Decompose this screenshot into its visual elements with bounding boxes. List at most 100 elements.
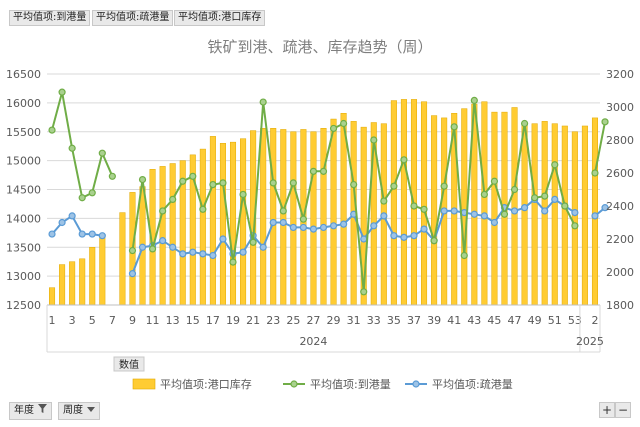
arrival-point [108,172,116,180]
departure-point [199,250,207,258]
row-field-week[interactable]: 周度 [58,402,100,420]
arrival-point [98,149,106,157]
arrival-point [520,119,529,128]
departure-point [239,248,247,256]
inventory-bar [290,131,297,306]
arrival-point [78,194,86,202]
arrival-point [490,177,499,185]
departure-point [591,212,599,220]
departure-point [88,230,96,238]
departure-point [470,210,478,218]
departure-point [360,235,368,243]
row-field-year[interactable]: 年度 [9,402,52,420]
right-tick-label: 2600 [606,167,634,180]
departure-point [78,230,86,238]
inventory-bar [491,111,498,306]
pivot-field-arrival[interactable]: 平均值项:到港量 [9,10,91,26]
inventory-bar [69,261,76,306]
legend-inventory-label: 平均值项:港口库存 [160,377,252,391]
departure-point [68,212,76,220]
inventory-bar [521,124,528,306]
inventory-bar [461,108,468,306]
inventory-bar [199,148,206,306]
arrival-point [531,194,539,202]
departure-point [299,223,307,232]
arrival-point [541,192,549,200]
departure-point [309,225,318,233]
departure-point [48,230,56,238]
x-tick-label: 37 [407,314,421,327]
departure-point [400,233,408,241]
values-field-button[interactable]: 数值 [113,356,145,372]
arrival-point [340,119,348,128]
legend-departure-marker [412,380,420,388]
arrival-point [58,88,66,96]
expand-button[interactable]: + [599,402,615,418]
departure-point [169,243,177,251]
departure-point [189,248,197,256]
dropdown-arrow-icon[interactable] [87,403,95,419]
filter-icon[interactable] [38,403,47,419]
pivot-field-departure[interactable]: 平均值项:疏港量 [92,10,174,26]
chart-title: 铁矿到港、疏港、库存趋势（周） [207,38,432,56]
arrival-point [410,202,418,210]
inventory-bar [400,99,407,306]
arrival-point [591,169,599,177]
departure-point [390,232,398,240]
x-tick-label: 33 [367,314,381,327]
left-tick-label: 16000 [6,97,41,110]
arrival-point [571,222,579,230]
arrival-point [480,190,488,199]
inventory-bar [240,138,247,306]
x-tick-label: 9 [129,314,136,327]
departure-point [259,243,267,251]
arrival-point [209,180,217,189]
x-tick-label: 39 [427,314,441,327]
departure-point [571,209,579,217]
line-series [48,88,609,296]
arrival-point [219,179,227,187]
x-tick-label: 19 [226,314,240,327]
arrival-point [148,245,157,253]
x-tick-label: 1 [49,314,56,327]
departure-point [138,243,147,251]
departure-point [520,204,529,212]
right-tick-label: 3200 [606,68,634,81]
inventory-bar [89,247,96,306]
row-field-week-label: 周度 [63,405,83,416]
departure-point [269,218,277,227]
right-tick-label: 2400 [606,200,634,213]
arrival-point [319,167,328,175]
departure-point [541,207,549,215]
departure-point [490,218,499,227]
arrival-point [601,118,609,126]
pivot-field-inventory[interactable]: 平均值项:港口库存 [174,10,266,26]
arrival-point [380,197,388,205]
departure-point [440,207,448,215]
arrival-point [420,205,428,213]
inventory-bar [209,136,216,306]
arrival-point [68,144,76,152]
inventory-bar [270,128,277,306]
left-tick-label: 12500 [6,299,41,312]
arrival-point [470,96,478,105]
inventory-bar [49,287,56,306]
departure-point [510,207,519,215]
departure-point [159,237,167,245]
legend: 平均值项:港口库存 平均值项:到港量 平均值项:疏港量 [132,377,513,391]
inventory-bar [260,128,267,306]
departure-point [601,204,609,212]
inventory-bar [581,125,588,306]
departure-point [329,222,338,230]
x-tick-label: 15 [186,314,200,327]
row-field-year-label: 年度 [14,405,34,416]
year-label: 2024 [299,335,327,348]
arrival-point [48,126,56,134]
departure-point [128,270,137,278]
inventory-bar [79,258,86,306]
collapse-button[interactable]: − [615,402,631,418]
arrival-point [360,288,368,296]
arrival-point [289,179,297,187]
arrival-point [329,124,338,133]
